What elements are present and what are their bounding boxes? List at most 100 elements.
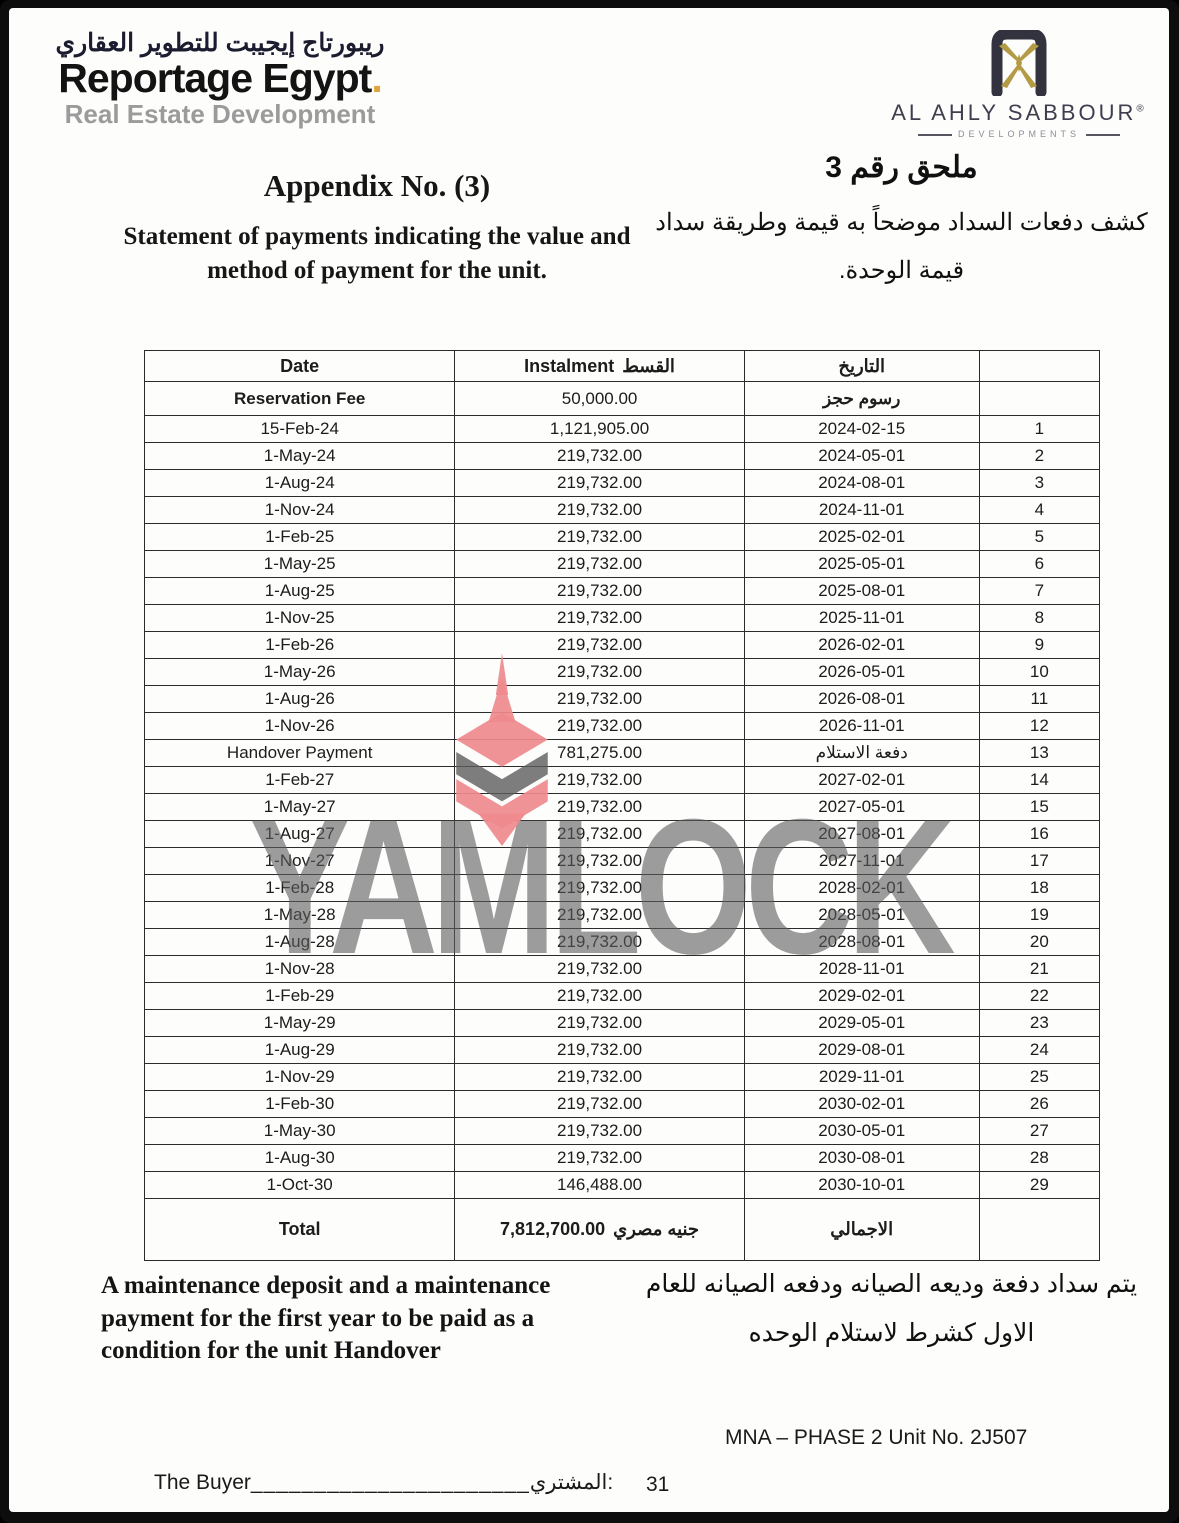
payment-row: 1-Feb-29 219,732.00 2029-02-01 22 <box>143 982 1101 1010</box>
payment-row: 1-Feb-26 219,732.00 2026-02-01 9 <box>143 631 1101 659</box>
payment-row-amount: 219,732.00 <box>454 847 745 875</box>
payment-row: 1-May-29 219,732.00 2029-05-01 23 <box>143 1009 1101 1037</box>
payment-row-amount: 219,732.00 <box>454 658 745 686</box>
payment-row-number: 10 <box>978 658 1101 686</box>
header-instalment: Instalment القسط <box>454 350 745 382</box>
payment-row-number: 13 <box>978 739 1101 767</box>
payment-row-date-iso: 2027-05-01 <box>743 793 980 821</box>
payment-row: 1-Aug-27 219,732.00 2027-08-01 16 <box>143 820 1101 848</box>
payment-row-number: 14 <box>978 766 1101 794</box>
payment-row-amount: 219,732.00 <box>454 469 745 497</box>
payment-row-date-iso: 2028-11-01 <box>743 955 980 983</box>
payment-row-number: 24 <box>978 1036 1101 1064</box>
payment-row-number: 17 <box>978 847 1101 875</box>
payment-row-number: 3 <box>978 469 1101 497</box>
payment-row-number: 20 <box>978 928 1101 956</box>
payment-row-amount: 219,732.00 <box>454 1117 745 1145</box>
payment-row-date-iso: 2026-05-01 <box>743 658 980 686</box>
payment-row-date-iso: 2029-08-01 <box>743 1036 980 1064</box>
reservation-label-ar: رسوم حجز <box>743 381 980 416</box>
payment-row-number: 15 <box>978 793 1101 821</box>
payment-row-amount: 1,121,905.00 <box>454 415 745 443</box>
payment-row-date-iso: 2025-08-01 <box>743 577 980 605</box>
header-date: Date <box>143 350 456 382</box>
appendix-title-en: Appendix No. (3) <box>263 168 491 203</box>
payment-row-date-iso: 2024-11-01 <box>743 496 980 524</box>
appendix-title-ar: ملحق رقم 3 <box>825 151 978 184</box>
footer-unit-info: MNA – PHASE 2 Unit No. 2J507 <box>725 1426 1028 1449</box>
payment-row-date: 1-Feb-26 <box>143 631 456 659</box>
payment-row-date: 1-Feb-30 <box>143 1090 456 1118</box>
payment-row-date-iso: 2025-02-01 <box>743 523 980 551</box>
payment-row-date: 1-Feb-29 <box>143 982 456 1010</box>
payment-row-date-iso: 2028-08-01 <box>743 928 980 956</box>
payment-row-amount: 219,732.00 <box>454 604 745 632</box>
payment-row: 1-May-30 219,732.00 2030-05-01 27 <box>143 1117 1101 1145</box>
payment-row-date-iso: 2026-02-01 <box>743 631 980 659</box>
payment-row-date: 1-Aug-30 <box>143 1144 456 1172</box>
payment-row-date-iso: دفعة الاستلام <box>743 739 980 767</box>
payment-row-amount: 219,732.00 <box>454 712 745 740</box>
payment-row-number: 9 <box>978 631 1101 659</box>
payment-row-date: 1-Nov-28 <box>143 955 456 983</box>
payment-row-number: 19 <box>978 901 1101 929</box>
buyer-label-en: The Buyer <box>154 1471 251 1494</box>
payment-row-amount: 219,732.00 <box>454 1090 745 1118</box>
payment-row: Handover Payment 781,275.00 دفعة الاستلا… <box>143 739 1101 767</box>
payment-row-number: 1 <box>978 415 1101 443</box>
payment-row-date-iso: 2028-05-01 <box>743 901 980 929</box>
payment-row-amount: 219,732.00 <box>454 550 745 578</box>
payment-row-amount: 146,488.00 <box>454 1171 745 1199</box>
total-label: Total <box>143 1198 456 1261</box>
payment-row: 1-Aug-28 219,732.00 2028-08-01 20 <box>143 928 1101 956</box>
payment-row-amount: 219,732.00 <box>454 442 745 470</box>
sabbour-logo: AL AHLY SABBOUR® DEVELOPMENTS <box>889 30 1149 139</box>
payment-row: 1-Oct-30 146,488.00 2030-10-01 29 <box>143 1171 1101 1199</box>
buyer-signature-line: ______________________ <box>250 1471 530 1494</box>
payment-row-amount: 219,732.00 <box>454 1063 745 1091</box>
payment-row-date-iso: 2026-08-01 <box>743 685 980 713</box>
payment-row: 1-May-28 219,732.00 2028-05-01 19 <box>143 901 1101 929</box>
payment-row-number: 25 <box>978 1063 1101 1091</box>
payment-row-date: 1-Oct-30 <box>143 1171 456 1199</box>
payment-row-amount: 219,732.00 <box>454 820 745 848</box>
payment-row-date-iso: 2030-08-01 <box>743 1144 980 1172</box>
sabbour-logo-name-text: AL AHLY SABBOUR <box>891 100 1137 125</box>
payment-row-date: 1-May-28 <box>143 901 456 929</box>
payment-row: 1-Nov-26 219,732.00 2026-11-01 12 <box>143 712 1101 740</box>
payment-row: 1-Feb-27 219,732.00 2027-02-01 14 <box>143 766 1101 794</box>
payment-row-date: 15-Feb-24 <box>143 415 456 443</box>
payment-row-amount: 219,732.00 <box>454 631 745 659</box>
page-number: 31 <box>646 1473 670 1496</box>
payment-schedule-table: Date Instalment القسط التاريخ Reservation… <box>143 350 1101 1261</box>
payment-row-amount: 219,732.00 <box>454 766 745 794</box>
sabbour-frame-x-icon <box>991 30 1047 96</box>
reportage-logo-arabic: ريبورتاج إيجيبت للتطوير العقاري <box>55 29 385 57</box>
payment-row-date: 1-Nov-26 <box>143 712 456 740</box>
payment-row: 1-Nov-28 219,732.00 2028-11-01 21 <box>143 955 1101 983</box>
maintenance-note-ar: يتم سداد دفعة وديعه الصيانه ودفعه الصيان… <box>645 1270 1138 1347</box>
total-amount: 7,812,700.00 <box>500 1219 606 1240</box>
payment-row-date: 1-Nov-24 <box>143 496 456 524</box>
reportage-logo-name-text: Reportage Egypt <box>58 55 372 101</box>
payment-row-number: 18 <box>978 874 1101 902</box>
payment-row-date: 1-Nov-25 <box>143 604 456 632</box>
reportage-logo-tagline: Real Estate Development <box>64 99 376 129</box>
payment-row: 1-Aug-30 219,732.00 2030-08-01 28 <box>143 1144 1101 1172</box>
tagline-dash-left <box>917 133 952 136</box>
heading-english: Appendix No. (3) Statement of payments i… <box>97 168 657 288</box>
reportage-logo-name: Reportage Egypt. <box>55 58 385 99</box>
payment-row: 1-May-26 219,732.00 2026-05-01 10 <box>143 658 1101 686</box>
payment-row-date: 1-Aug-29 <box>143 1036 456 1064</box>
payment-row-amount: 219,732.00 <box>454 982 745 1010</box>
reportage-logo: ريبورتاج إيجيبت للتطوير العقاري Reportag… <box>55 28 385 127</box>
payment-row-amount: 219,732.00 <box>454 523 745 551</box>
payment-row-date-iso: 2028-02-01 <box>743 874 980 902</box>
maintenance-note-en: A maintenance deposit and a maintenance … <box>101 1272 551 1364</box>
header-instalment-en: Instalment <box>524 355 615 376</box>
payment-row-date: 1-May-25 <box>143 550 456 578</box>
payment-row-number: 26 <box>978 1090 1101 1118</box>
reportage-logo-dot: . <box>371 55 382 101</box>
payment-row-date-iso: 2027-11-01 <box>743 847 980 875</box>
document-paper: ريبورتاج إيجيبت للتطوير العقاري Reportag… <box>9 8 1169 1512</box>
